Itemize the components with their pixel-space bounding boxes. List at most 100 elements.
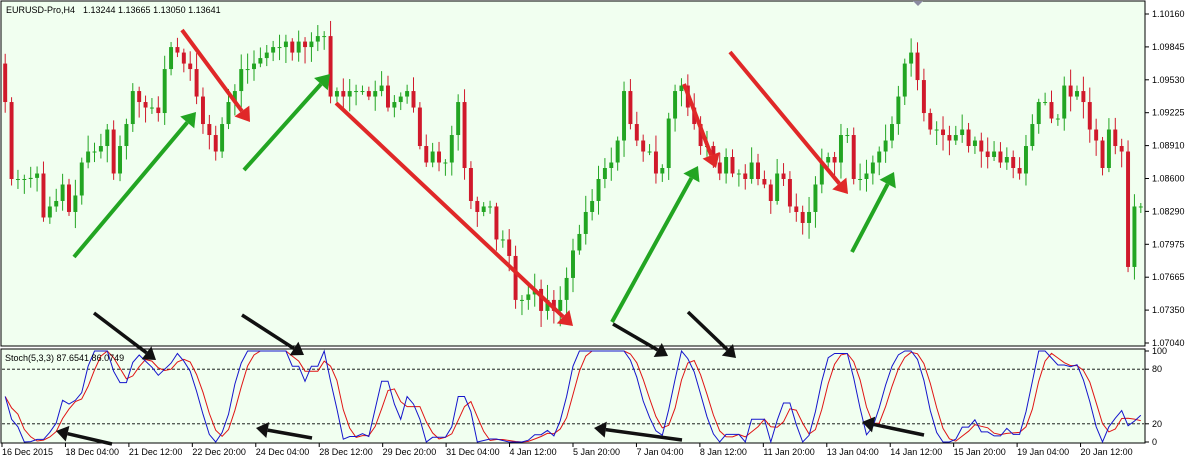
candle-bear	[787, 178, 792, 207]
candle-bull	[79, 162, 84, 196]
candle-bull	[1062, 85, 1067, 119]
candle-bear	[207, 124, 212, 136]
price-tick-label: 1.08910	[1152, 141, 1185, 151]
symbol-label: EURUSD-Pro,H4	[6, 5, 75, 15]
ohlc-label: 1.13244 1.13665 1.13050 1.13641	[83, 5, 221, 15]
black-arrow	[267, 428, 313, 440]
candle-bull	[590, 200, 595, 212]
up-arrow-head	[314, 74, 330, 91]
black-arrow	[612, 322, 659, 352]
candle-bull	[500, 239, 505, 241]
candle-bull	[443, 162, 448, 164]
time-tick-label: 4 Jan 12:00	[510, 447, 557, 457]
candle-bull	[775, 173, 780, 201]
candle-bull	[558, 299, 563, 311]
candle-bear	[462, 102, 467, 169]
black-arrow-head	[256, 422, 270, 439]
price-tick-label: 1.07665	[1152, 272, 1185, 282]
candle-bear	[1094, 129, 1099, 141]
candle-bull	[609, 162, 614, 169]
candle-bear	[328, 36, 333, 97]
down-arrow	[334, 101, 565, 319]
candle-bull	[660, 168, 665, 174]
scroll-marker-icon[interactable]	[913, 1, 923, 6]
candle-bear	[111, 129, 116, 174]
candle-bear	[424, 146, 429, 163]
candle-bull	[73, 195, 78, 212]
candle-bull	[449, 135, 454, 163]
candle-bull	[972, 140, 977, 147]
candle-bull	[1055, 118, 1060, 120]
candle-bull	[1036, 102, 1041, 125]
stoch-tick-label: 0	[1152, 437, 1157, 447]
candle-bull	[883, 140, 888, 152]
candle-bear	[979, 140, 984, 152]
candle-bull	[226, 102, 231, 125]
candle-bear	[762, 178, 767, 185]
down-arrow-head	[556, 309, 573, 326]
candle-bear	[188, 63, 193, 70]
candle-bear	[800, 211, 805, 223]
candle-bear	[417, 107, 422, 147]
stoch-label: Stoch(5,3,3) 87.6541 86.0749	[5, 353, 124, 363]
candle-bear	[781, 173, 786, 179]
stoch-axis: 100 80 20 0	[1145, 346, 1167, 447]
candle-bull	[149, 107, 154, 109]
candle-bear	[468, 168, 473, 201]
candle-bull	[826, 157, 831, 163]
black-arrow-head	[721, 343, 736, 358]
candle-bear	[998, 151, 1003, 163]
black-arrow	[67, 431, 113, 446]
candle-bull	[347, 91, 352, 97]
candle-bull	[169, 47, 174, 70]
black-arrow	[605, 427, 683, 442]
candle-bear	[411, 91, 416, 108]
candle-bear	[985, 151, 990, 158]
candle-bear	[832, 157, 837, 163]
candle-bear	[175, 47, 180, 53]
candle-bear	[928, 113, 933, 130]
time-tick-label: 21 Dec 12:00	[129, 447, 183, 457]
time-tick-label: 18 Dec 04:00	[65, 447, 119, 457]
candle-bull	[1023, 146, 1028, 174]
candle-bear	[756, 162, 760, 179]
candle-bear	[1081, 91, 1086, 103]
candle-bull	[1043, 102, 1048, 104]
candle-bull	[232, 91, 237, 103]
candle-bull	[519, 299, 524, 301]
stoch-tick-label: 20	[1152, 419, 1162, 429]
candle-bull	[28, 177, 33, 179]
time-tick-label: 7 Jan 04:00	[636, 447, 683, 457]
candle-bull	[564, 277, 569, 300]
candle-bull	[813, 184, 818, 212]
candle-bull	[960, 129, 965, 136]
time-tick-label: 15 Jan 20:00	[954, 447, 1006, 457]
candle-bull	[890, 124, 894, 141]
stoch-tick-label: 80	[1152, 364, 1162, 374]
candle-bull	[596, 178, 601, 201]
price-tick-label: 1.07350	[1152, 305, 1185, 315]
up-arrow-head	[879, 172, 896, 189]
candle-bear	[1126, 151, 1131, 267]
candle-bull	[877, 151, 882, 163]
time-tick-label: 14 Jan 12:00	[890, 447, 942, 457]
candle-bull	[373, 91, 378, 97]
candle-bull	[1138, 206, 1143, 208]
time-tick-label: 20 Jan 12:00	[1081, 447, 1133, 457]
price-tick-label: 1.09845	[1152, 42, 1185, 52]
candle-bull	[430, 151, 435, 163]
candle-bull	[615, 140, 620, 163]
stoch-main-line	[4, 349, 1142, 444]
black-arrow-head	[141, 346, 156, 360]
candle-bear	[194, 69, 199, 97]
black-arrow	[92, 311, 148, 355]
stoch-layer	[2, 349, 1144, 444]
up-arrow	[72, 121, 189, 259]
black-arrow-head	[862, 416, 876, 433]
candle-bear	[143, 102, 148, 108]
candle-bear	[768, 184, 773, 201]
price-tick-label: 1.08290	[1152, 206, 1185, 216]
black-arrow	[686, 310, 729, 352]
candle-bull	[322, 36, 327, 38]
